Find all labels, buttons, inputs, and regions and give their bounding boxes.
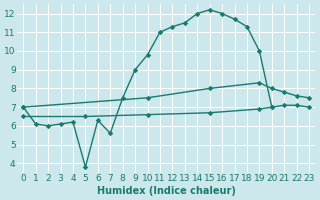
X-axis label: Humidex (Indice chaleur): Humidex (Indice chaleur) bbox=[97, 186, 236, 196]
